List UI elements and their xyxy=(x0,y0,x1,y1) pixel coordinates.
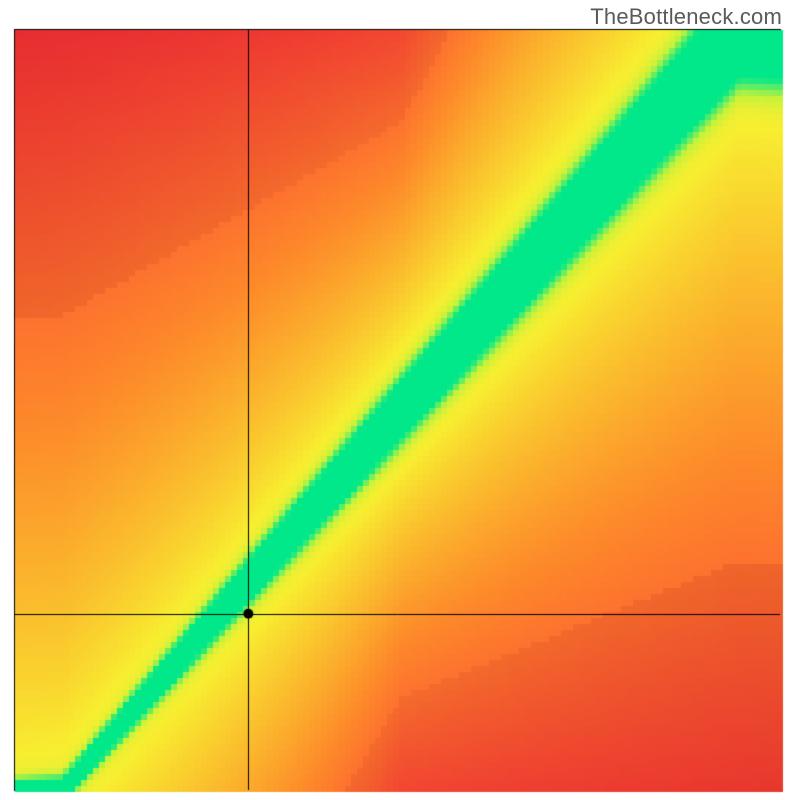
bottleneck-heatmap xyxy=(0,0,800,800)
chart-container: TheBottleneck.com xyxy=(0,0,800,800)
attribution-label: TheBottleneck.com xyxy=(590,4,782,30)
